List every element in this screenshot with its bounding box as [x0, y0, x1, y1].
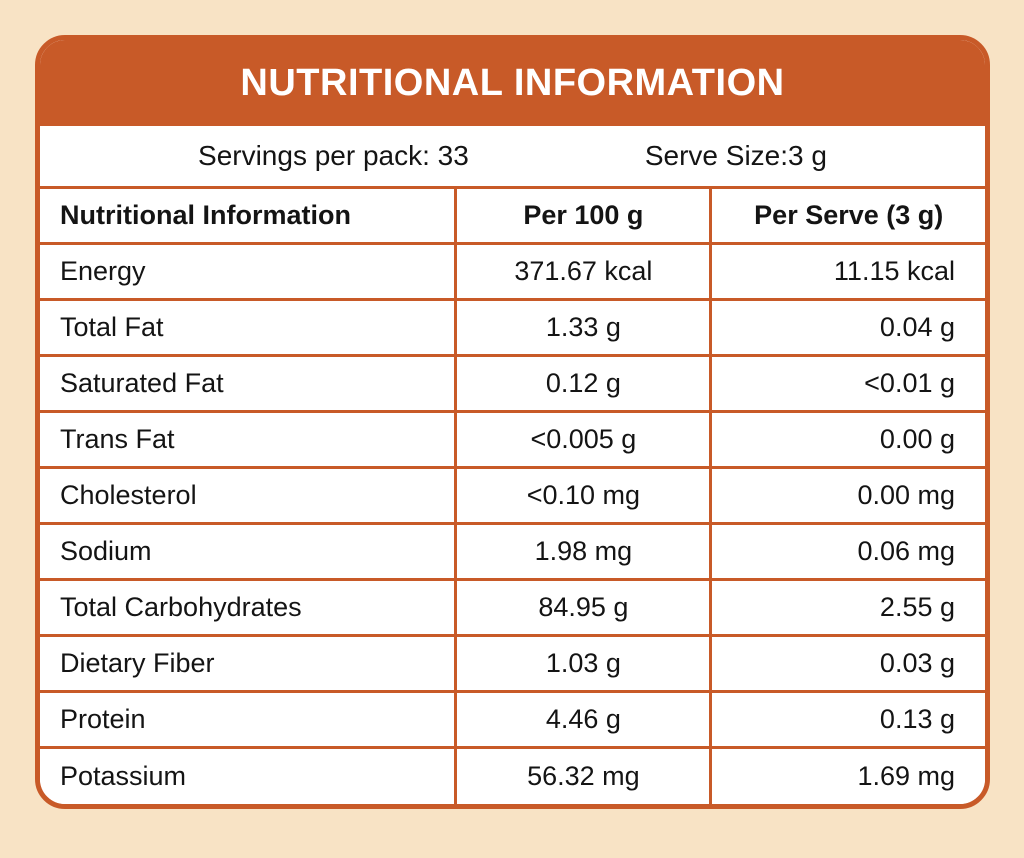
value-per-100g: 371.67 kcal	[454, 242, 713, 301]
page-title: NUTRITIONAL INFORMATION	[240, 61, 785, 104]
header-per-serve: Per Serve (3 g)	[709, 186, 985, 245]
value-per-serve: <0.01 g	[709, 354, 985, 413]
nutrient-name: Sodium	[40, 522, 458, 581]
nutrient-name: Total Carbohydrates	[40, 578, 458, 637]
value-per-serve: 11.15 kcal	[709, 242, 985, 301]
value-per-100g: 4.46 g	[454, 690, 713, 749]
value-per-100g: 0.12 g	[454, 354, 713, 413]
value-per-100g: 56.32 mg	[454, 746, 713, 804]
table-row: Dietary Fiber 1.03 g 0.03 g	[40, 634, 985, 693]
value-per-serve: 0.13 g	[709, 690, 985, 749]
table-row: Trans Fat <0.005 g 0.00 g	[40, 410, 985, 469]
nutrient-name: Protein	[40, 690, 458, 749]
value-per-serve: 0.00 mg	[709, 466, 985, 525]
servings-row: Servings per pack: 33 Serve Size:3 g	[40, 126, 985, 186]
value-per-serve: 2.55 g	[709, 578, 985, 637]
servings-per-pack: Servings per pack: 33	[198, 140, 469, 171]
table-row: Potassium 56.32 mg 1.69 mg	[40, 746, 985, 804]
value-per-serve: 1.69 mg	[709, 746, 985, 804]
nutrient-name: Potassium	[40, 746, 458, 804]
nutrition-table: Nutritional Information Per 100 g Per Se…	[40, 186, 985, 804]
nutrient-name: Dietary Fiber	[40, 634, 458, 693]
table-row: Sodium 1.98 mg 0.06 mg	[40, 522, 985, 581]
value-per-100g: <0.10 mg	[454, 466, 713, 525]
card-header: NUTRITIONAL INFORMATION	[40, 40, 985, 126]
nutrient-name: Total Fat	[40, 298, 458, 357]
nutrient-name: Trans Fat	[40, 410, 458, 469]
header-nutrient: Nutritional Information	[40, 186, 458, 245]
table-row: Protein 4.46 g 0.13 g	[40, 690, 985, 749]
value-per-100g: 1.03 g	[454, 634, 713, 693]
value-per-100g: 84.95 g	[454, 578, 713, 637]
table-row: Total Carbohydrates 84.95 g 2.55 g	[40, 578, 985, 637]
nutrition-label-card: NUTRITIONAL INFORMATION Servings per pac…	[35, 35, 990, 809]
value-per-serve: 0.06 mg	[709, 522, 985, 581]
value-per-serve: 0.03 g	[709, 634, 985, 693]
table-row: Saturated Fat 0.12 g <0.01 g	[40, 354, 985, 413]
table-header-row: Nutritional Information Per 100 g Per Se…	[40, 186, 985, 245]
serve-size: Serve Size:3 g	[644, 140, 827, 171]
value-per-100g: 1.98 mg	[454, 522, 713, 581]
value-per-100g: <0.005 g	[454, 410, 713, 469]
value-per-100g: 1.33 g	[454, 298, 713, 357]
table-row: Energy 371.67 kcal 11.15 kcal	[40, 242, 985, 301]
nutrient-name: Energy	[40, 242, 458, 301]
table-row: Total Fat 1.33 g 0.04 g	[40, 298, 985, 357]
nutrient-name: Cholesterol	[40, 466, 458, 525]
value-per-serve: 0.04 g	[709, 298, 985, 357]
value-per-serve: 0.00 g	[709, 410, 985, 469]
nutrient-name: Saturated Fat	[40, 354, 458, 413]
table-row: Cholesterol <0.10 mg 0.00 mg	[40, 466, 985, 525]
header-per-100g: Per 100 g	[454, 186, 713, 245]
